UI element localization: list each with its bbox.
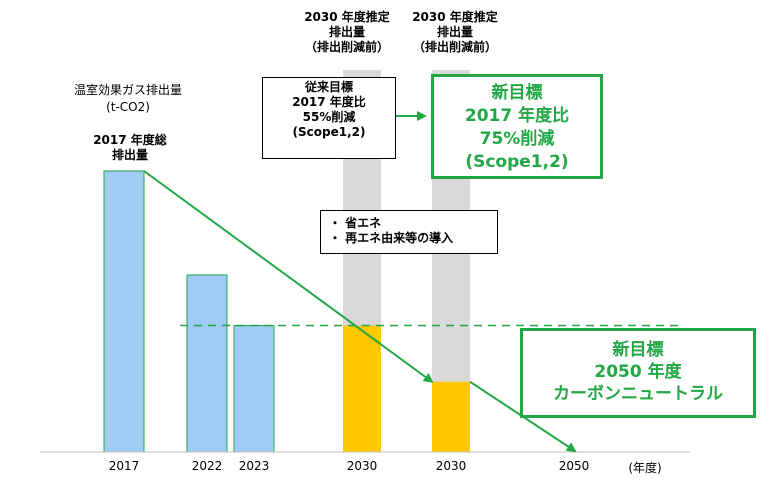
bar-2030-5 [432, 381, 470, 452]
x-tick-2017: 2017 [108, 459, 140, 473]
old-target-box: 従来目標 2017 年度比 55%削減 (Scope1,2) [262, 77, 396, 159]
x-tick-2023: 2023 [238, 459, 270, 473]
x-axis-unit: (年度) [628, 461, 662, 475]
x-tick-2022: 2022 [191, 459, 223, 473]
y-axis-unit: (t-CO2) [106, 100, 150, 114]
x-tick-2030-b: 2030 [435, 459, 467, 473]
y-axis-label: 温室効果ガス排出量 [73, 83, 182, 97]
measures-box: ・ 省エネ ・ 再エネ由来等の導入 [320, 210, 498, 254]
x-tick-2050: 2050 [558, 459, 590, 473]
base-year-label: 2017 年度総 排出量 [93, 133, 167, 162]
bar-2017-1 [103, 170, 145, 453]
bar-2023-3 [233, 325, 275, 453]
bar-2022-2 [186, 274, 228, 453]
col5-header: 2030 年度推定 排出量 （排出削減前） [412, 10, 498, 54]
x-tick-2030-a: 2030 [346, 459, 378, 473]
new-target-2030-box: 新目標 2017 年度比 75%削減 (Scope1,2) [431, 74, 603, 179]
trend-arrow-1 [143, 170, 434, 383]
new-target-2050-box: 新目標 2050 年度 カーボンニュートラル [520, 328, 756, 418]
col4-header: 2030 年度推定 排出量 （排出削減前） [304, 10, 390, 54]
bar-2030-4 [343, 325, 381, 452]
